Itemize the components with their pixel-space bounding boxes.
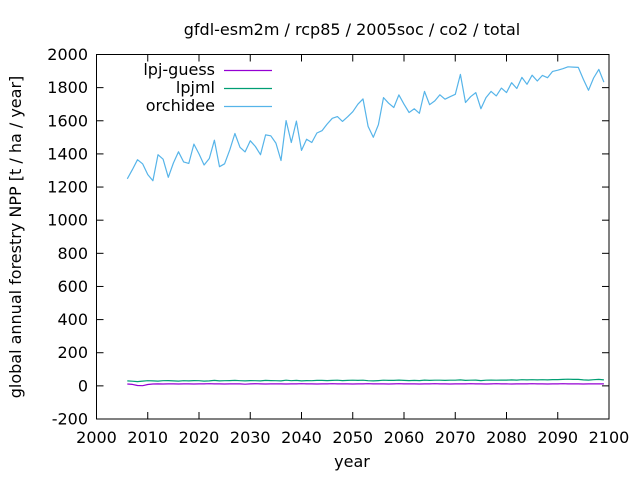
y-tick-label: 1400 [47,144,88,163]
x-axis-label: year [334,452,370,471]
y-axis-label: global annual forestry NPP [t / ha / yea… [6,76,25,399]
y-tick-label: 800 [57,244,88,263]
y-tick-label: 1000 [47,211,88,230]
plot-area: 2000 2010 2020 2030 2040 2050 2060 2070 2080 2090… [47,45,629,447]
series-line-lpjml [127,378,604,383]
series-line-orchidee [126,66,605,182]
y-tick-label: 1800 [47,78,88,97]
y-tick-label: 2000 [47,45,88,64]
x-tick-label: 2060 [384,428,425,447]
y-tick-label: 0 [78,376,88,395]
legend-label-orchidee: orchidee [146,96,215,115]
y-tick-label: 1200 [47,178,88,197]
x-tick-label: 2000 [76,428,117,447]
y-tick-label: 600 [57,277,88,296]
x-tick-label: 2020 [179,428,220,447]
legend-label-lpjml: lpjml [176,78,215,97]
x-tick-label: 2050 [332,428,373,447]
series-line-lpj-guess [127,383,604,387]
y-tick-label: 400 [57,310,88,329]
x-tick-label: 2030 [230,428,271,447]
chart-title: gfdl-esm2m / rcp85 / 2005soc / co2 / tot… [184,20,520,39]
y-tick-label: 1600 [47,111,88,130]
x-tick-label: 2100 [589,428,630,447]
x-tick-label: 2040 [281,428,322,447]
y-tick-label: -200 [52,410,88,429]
y-tick-label: 200 [57,343,88,362]
x-tick-label: 2010 [127,428,168,447]
x-tick-label: 2090 [537,428,578,447]
legend-label-lpj-guess: lpj-guess [143,60,215,79]
x-tick-label: 2080 [486,428,527,447]
x-tick-label: 2070 [435,428,476,447]
